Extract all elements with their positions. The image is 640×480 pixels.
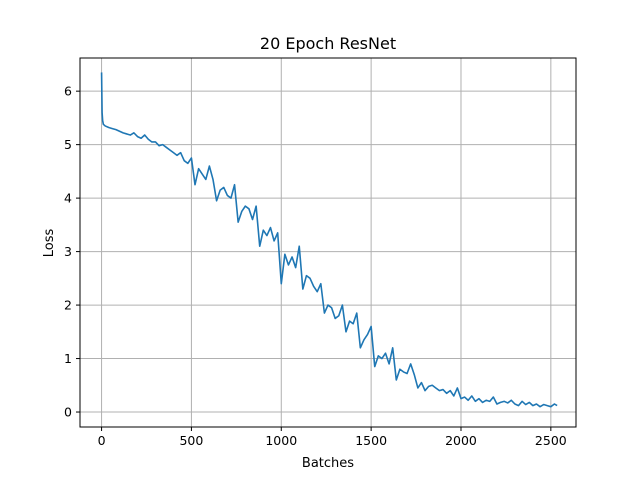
plot-frame [79,57,577,428]
loss-series-line [100,72,558,408]
y-tick-label: 6 [64,84,72,99]
y-tick-label: 0 [64,405,72,420]
y-tick-label: 3 [64,244,72,259]
x-tick-label: 500 [179,433,203,448]
y-tick-label: 2 [64,298,72,313]
x-tick-label: 1500 [355,433,387,448]
x-tick-label: 1000 [265,433,297,448]
grid-layer [80,58,576,427]
x-tick-label: 2500 [535,433,567,448]
y-tick-label: 5 [64,137,72,152]
x-axis-label: Batches [302,456,354,471]
x-tick-label: 0 [98,433,106,448]
chart-title: 20 Epoch ResNet [260,34,396,53]
tick-layer: 0 500 1000 1500 2000 2500 0 1 2 3 4 5 6 [64,84,567,448]
y-axis-label: Loss [42,229,57,258]
y-tick-label: 1 [64,351,72,366]
y-tick-label: 4 [64,191,72,206]
x-tick-label: 2000 [445,433,477,448]
